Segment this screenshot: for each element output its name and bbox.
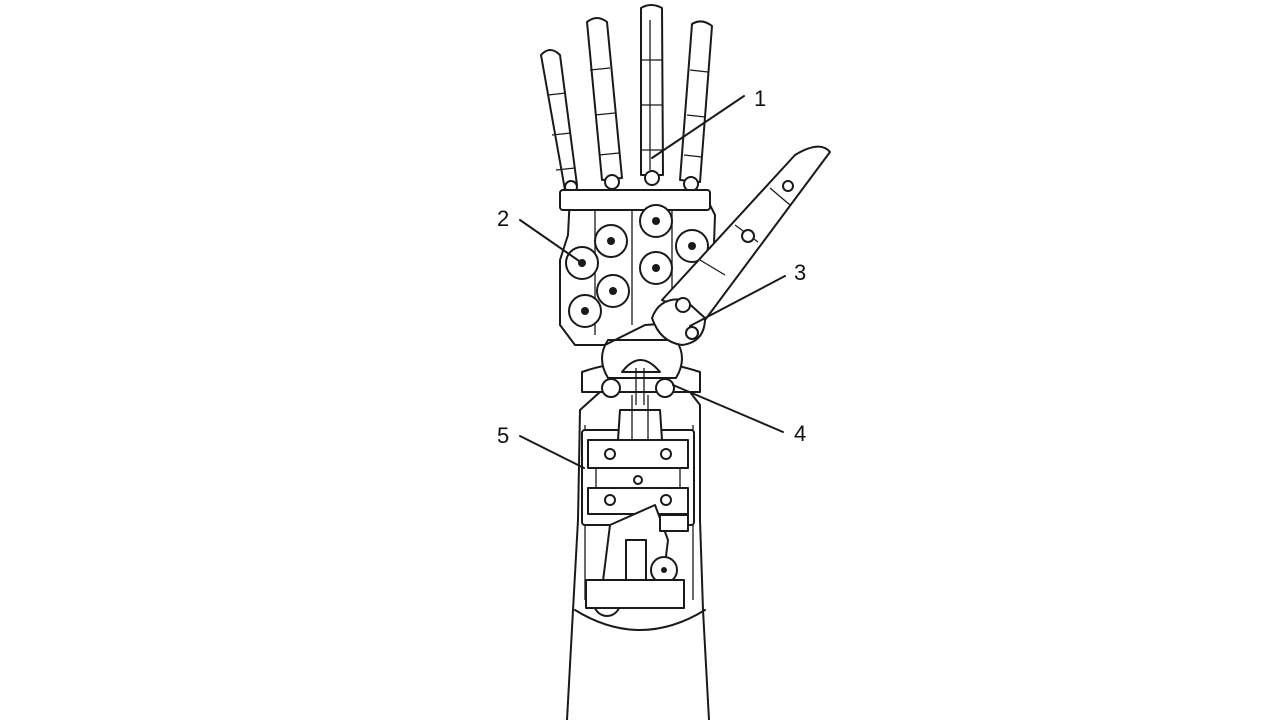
- thumb: [651, 145, 831, 346]
- callout-5-label: 5: [497, 423, 510, 448]
- finger-index: [679, 20, 713, 192]
- finger-middle: [640, 4, 664, 186]
- leader-line-4: [672, 384, 784, 433]
- finger-ring: [586, 17, 623, 190]
- callout-2-label: 2: [497, 206, 510, 231]
- leader-lines: [519, 95, 786, 469]
- finger-little: [540, 49, 578, 194]
- pulley-set: [565, 204, 709, 328]
- wrist-joint: [581, 339, 701, 405]
- leader-line-5: [519, 435, 585, 469]
- leader-line-1: [651, 95, 745, 159]
- leader-line-2: [519, 219, 583, 264]
- callout-1-label: 1: [754, 86, 767, 111]
- wrist-actuator-module: [581, 395, 695, 617]
- callout-4-label: 4: [794, 421, 807, 446]
- knuckle-bar: [559, 189, 711, 211]
- callout-3-label: 3: [794, 260, 807, 285]
- leader-line-3: [689, 275, 786, 327]
